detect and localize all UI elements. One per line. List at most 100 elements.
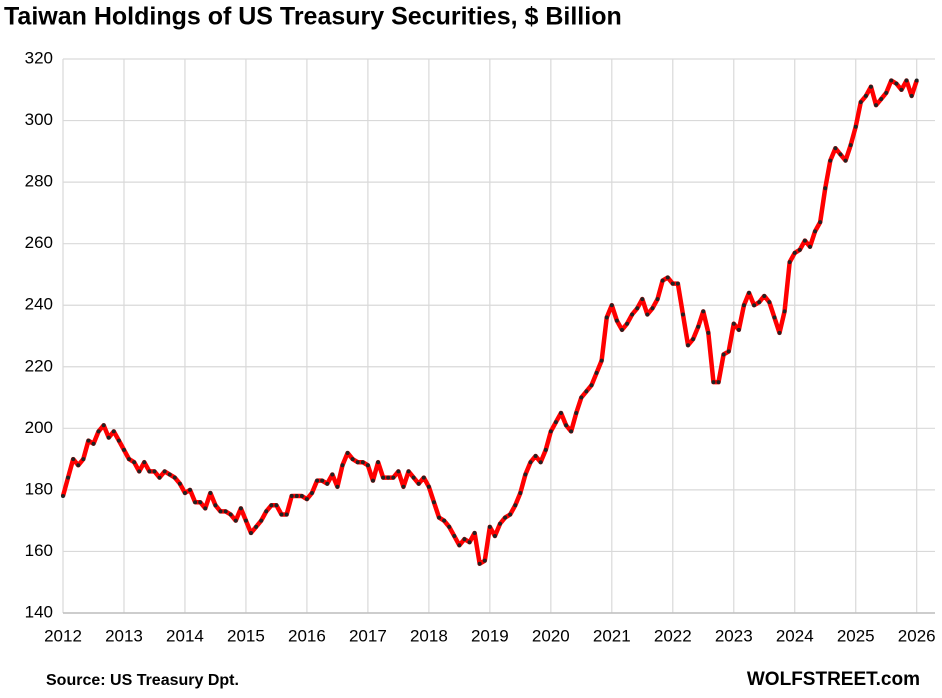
data-point [274,503,279,508]
data-point [360,460,365,465]
data-point [289,494,294,499]
data-point [162,469,167,474]
x-tick-label: 2015 [227,626,265,645]
data-point [625,321,630,326]
data-point [452,534,457,539]
data-point [132,460,137,465]
data-point [691,337,696,342]
data-point [848,143,853,148]
data-point [315,478,320,483]
data-point [182,490,187,495]
data-point [213,503,218,508]
data-point [604,315,609,320]
data-point [447,524,452,529]
data-point [731,321,736,326]
data-point [137,469,142,474]
y-tick-label: 300 [25,110,53,129]
x-tick-label: 2022 [654,626,692,645]
data-point [711,380,716,385]
data-point [701,309,706,314]
data-point [304,497,309,502]
data-point [376,460,381,465]
x-tick-label: 2020 [532,626,570,645]
data-point [528,460,533,465]
data-point [101,423,106,428]
data-point [498,521,503,526]
x-tick-label: 2013 [105,626,143,645]
data-point [269,503,274,508]
data-point [172,475,177,480]
data-point [807,244,812,249]
y-tick-label: 280 [25,172,53,191]
data-point [782,309,787,314]
data-point [320,478,325,483]
data-point [259,518,264,523]
data-point [66,475,71,480]
data-point [884,90,889,95]
data-point [401,484,406,489]
data-point [416,481,421,486]
data-point [660,278,665,283]
data-point [569,429,574,434]
data-point [264,509,269,514]
data-point [487,524,492,529]
data-point [823,186,828,191]
data-point [76,463,81,468]
data-point [406,469,411,474]
data-point [442,518,447,523]
data-point [574,410,579,415]
data-point [868,84,873,89]
data-point [899,87,904,92]
data-point [71,457,76,462]
x-tick-label: 2026 [898,626,936,645]
data-point [594,370,599,375]
y-tick-label: 260 [25,233,53,252]
data-point [706,330,711,335]
x-tick-label: 2021 [593,626,631,645]
data-point [543,447,548,452]
data-point [670,281,675,286]
y-tick-label: 200 [25,418,53,437]
data-point [518,490,523,495]
y-tick-label: 220 [25,356,53,375]
data-point [284,512,289,517]
data-point [147,469,152,474]
data-point [127,457,132,462]
data-point [548,429,553,434]
data-point [813,229,818,234]
data-point [762,293,767,298]
data-point [828,158,833,163]
data-point [335,484,340,489]
data-point [492,534,497,539]
data-point [462,537,467,542]
data-point [838,152,843,157]
data-point [508,512,513,517]
data-point [599,358,604,363]
x-tick-label: 2014 [166,626,204,645]
data-point [391,475,396,480]
data-point [381,475,386,480]
data-point [579,395,584,400]
data-point [294,494,299,499]
data-point [386,475,391,480]
data-point [61,494,65,499]
data-point [584,389,589,394]
data-point [533,454,538,459]
data-point [325,481,330,486]
data-point [853,124,858,129]
data-point [609,303,614,308]
x-tick-label: 2018 [410,626,448,645]
data-point [772,315,777,320]
data-point [904,78,909,83]
data-point [802,238,807,243]
data-point [279,512,284,517]
data-point [538,460,543,465]
data-point [177,481,182,486]
data-point [421,475,426,480]
data-point [553,420,558,425]
data-point [640,297,645,302]
x-tick-label: 2017 [349,626,387,645]
data-point [736,327,741,332]
data-point [787,260,792,265]
data-point [797,247,802,252]
